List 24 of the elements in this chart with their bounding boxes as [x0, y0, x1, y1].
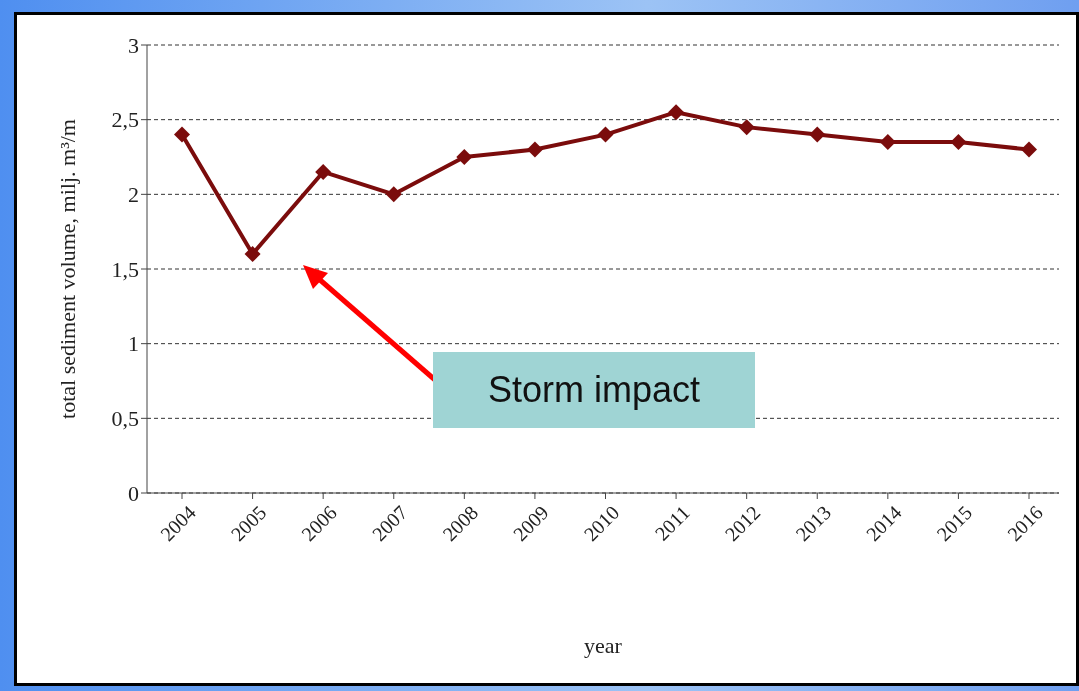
annotation: Storm impact — [433, 352, 755, 428]
y-tick-label: 0,5 — [111, 406, 139, 432]
point — [526, 141, 543, 158]
point — [1021, 141, 1037, 158]
y-tick-label: 1,5 — [111, 256, 139, 282]
point — [879, 134, 896, 151]
point — [809, 126, 826, 143]
point — [456, 149, 473, 165]
y-tick-label: 0 — [128, 480, 139, 506]
point — [738, 119, 755, 136]
x-axis-title: year — [584, 633, 623, 658]
point — [668, 104, 685, 121]
x-tick-label: 2011 — [650, 501, 694, 545]
point — [244, 246, 261, 263]
point — [597, 126, 614, 143]
point — [315, 163, 332, 180]
point — [950, 134, 967, 151]
y-tick-label: 1 — [128, 331, 139, 357]
y-tick-label: 2 — [128, 182, 139, 208]
y-tick-label: 2,5 — [111, 107, 139, 133]
point — [174, 126, 190, 143]
y-tick-label: 3 — [128, 32, 139, 58]
y-axis-title: total sediment volume, milj. m³/m — [54, 119, 80, 419]
point — [385, 186, 402, 203]
